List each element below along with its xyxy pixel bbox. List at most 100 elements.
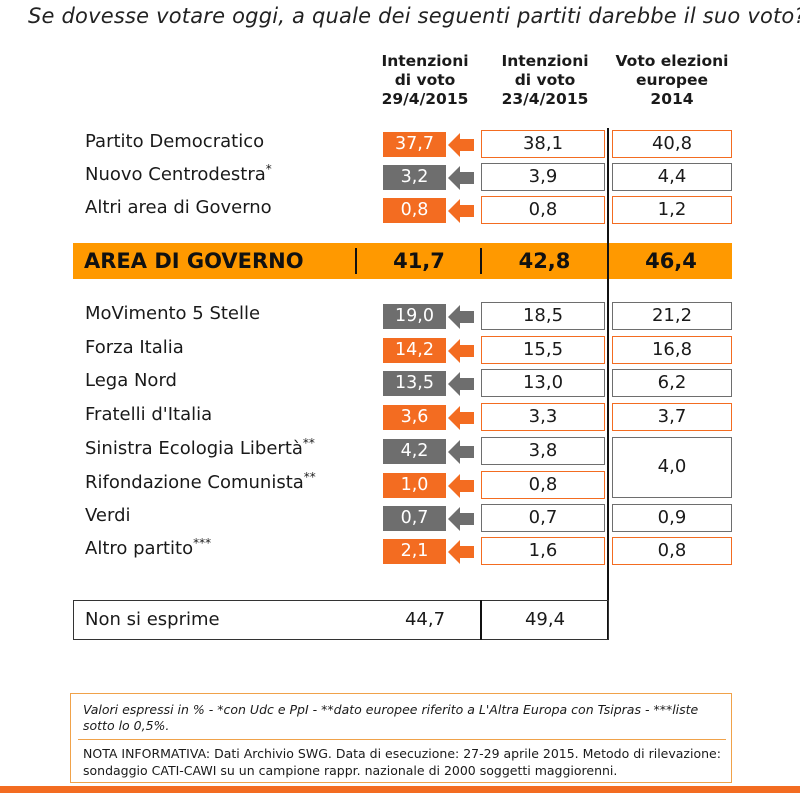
current-value: 0,7 — [383, 506, 446, 531]
europee-value: 6,2 — [612, 369, 732, 397]
current-value: 13,5 — [383, 371, 446, 396]
column-header-line: 29/4/2015 — [381, 90, 469, 108]
previous-value: 3,9 — [481, 163, 605, 191]
party-name: Rifondazione Comunista — [85, 472, 304, 493]
no-answer-previous: 49,4 — [524, 609, 566, 630]
party-name: MoVimento 5 Stelle — [85, 303, 261, 324]
arrow-left-icon — [448, 406, 474, 430]
column-header-line: 23/4/2015 — [501, 90, 589, 108]
previous-value: 0,7 — [481, 504, 605, 532]
government-area-current: 41,7 — [393, 249, 445, 273]
column-header-line: europee — [636, 71, 708, 89]
notes-box — [70, 693, 732, 783]
arrow-left-icon — [448, 199, 474, 223]
arrow-left-icon — [448, 133, 474, 157]
current-value: 3,2 — [383, 165, 446, 190]
government-area-band — [73, 243, 732, 279]
arrow-left-icon — [448, 305, 474, 329]
party-label: Nuovo Centrodestra* — [85, 162, 272, 185]
column-header-line: di voto — [514, 71, 576, 89]
previous-value: 0,8 — [481, 471, 605, 499]
footnote-mark: *** — [193, 536, 212, 550]
column-header-line: Voto elezioni — [615, 52, 729, 70]
government-area-label: AREA DI GOVERNO — [84, 249, 304, 273]
notes-methodology: NOTA INFORMATIVA: Dati Archivio SWG. Dat… — [83, 745, 723, 779]
europee-value: 16,8 — [612, 336, 732, 364]
europee-value: 0,9 — [612, 504, 732, 532]
current-value: 2,1 — [383, 539, 446, 564]
europee-value: 21,2 — [612, 302, 732, 330]
footnote-mark: * — [265, 162, 272, 176]
previous-value: 18,5 — [481, 302, 605, 330]
party-label: Forza Italia — [85, 337, 184, 358]
previous-value: 3,8 — [481, 437, 605, 465]
europee-value: 4,4 — [612, 163, 732, 191]
party-name: Forza Italia — [85, 337, 184, 358]
party-label: Partito Democratico — [85, 131, 264, 152]
arrow-left-icon — [448, 507, 474, 531]
column-header-line: Intenzioni — [381, 52, 469, 70]
footnote-mark: ** — [302, 436, 315, 450]
party-name: Partito Democratico — [85, 131, 265, 152]
europee-value: 3,7 — [612, 403, 732, 431]
notes-key: NOTA INFORMATIVA: — [83, 746, 211, 761]
column-header-line: di voto — [394, 71, 456, 89]
party-label: Sinistra Ecologia Libertà** — [85, 436, 315, 459]
arrow-left-icon — [448, 474, 474, 498]
arrow-left-icon — [448, 372, 474, 396]
notes-value: 27-29 aprile 2015. — [459, 746, 583, 761]
government-area-previous: 42,8 — [518, 249, 571, 273]
notes-legend: Valori espressi in % - *con Udc e PpI - … — [83, 702, 699, 733]
question-title: Se dovesse votare oggi, a quale dei segu… — [28, 4, 800, 28]
party-label: Altri area di Governo — [85, 197, 272, 218]
previous-value: 38,1 — [481, 130, 605, 158]
column-divider — [607, 128, 609, 640]
party-name: Lega Nord — [85, 370, 177, 391]
previous-value: 1,6 — [481, 537, 605, 565]
bottom-bar — [0, 786, 800, 793]
party-name: Altri area di Governo — [85, 197, 272, 218]
government-area-europee: 46,4 — [645, 249, 697, 273]
party-label: Verdi — [85, 505, 131, 526]
no-answer-divider — [480, 600, 482, 640]
arrow-left-icon — [448, 339, 474, 363]
arrow-left-icon — [448, 166, 474, 190]
column-header-line: Intenzioni — [501, 52, 589, 70]
column-header-current: Intenzioni di voto 29/4/2015 — [370, 52, 480, 109]
notes-key: Data di esecuzione: — [335, 746, 460, 761]
party-label: Fratelli d'Italia — [85, 404, 212, 425]
europee-value: 4,0 — [612, 437, 732, 498]
previous-value: 3,3 — [481, 403, 605, 431]
previous-value: 15,5 — [481, 336, 605, 364]
notes-value: sondaggio CATI-CAWI su un campione rappr… — [83, 763, 618, 778]
previous-value: 13,0 — [481, 369, 605, 397]
party-name: Verdi — [85, 505, 131, 526]
current-value: 37,7 — [383, 132, 446, 157]
footnote-mark: ** — [303, 470, 316, 484]
party-label: Rifondazione Comunista** — [85, 470, 316, 493]
previous-value: 0,8 — [481, 196, 605, 224]
notes-value: Dati Archivio SWG. — [210, 746, 336, 761]
government-area-separator — [480, 248, 482, 274]
party-name: Nuovo Centrodestra — [85, 164, 266, 185]
party-name: Altro partito — [85, 538, 194, 559]
europee-value: 40,8 — [612, 130, 732, 158]
party-name: Fratelli d'Italia — [85, 404, 213, 425]
arrow-left-icon — [448, 440, 474, 464]
notes-divider — [78, 739, 726, 740]
no-answer-label: Non si esprime — [85, 609, 220, 630]
no-answer-box — [73, 600, 609, 640]
party-name: Sinistra Ecologia Libertà — [85, 438, 303, 459]
government-area-separator — [355, 248, 357, 274]
column-header-line: 2014 — [650, 90, 694, 108]
current-value: 19,0 — [383, 304, 446, 329]
party-label: MoVimento 5 Stelle — [85, 303, 260, 324]
current-value: 4,2 — [383, 439, 446, 464]
party-label: Altro partito*** — [85, 536, 212, 559]
europee-value: 1,2 — [612, 196, 732, 224]
column-header-previous: Intenzioni di voto 23/4/2015 — [486, 52, 604, 109]
notes-key: Metodo di rilevazione: — [582, 746, 721, 761]
current-value: 0,8 — [383, 198, 446, 223]
no-answer-current: 44,7 — [404, 609, 446, 630]
arrow-left-icon — [448, 540, 474, 564]
